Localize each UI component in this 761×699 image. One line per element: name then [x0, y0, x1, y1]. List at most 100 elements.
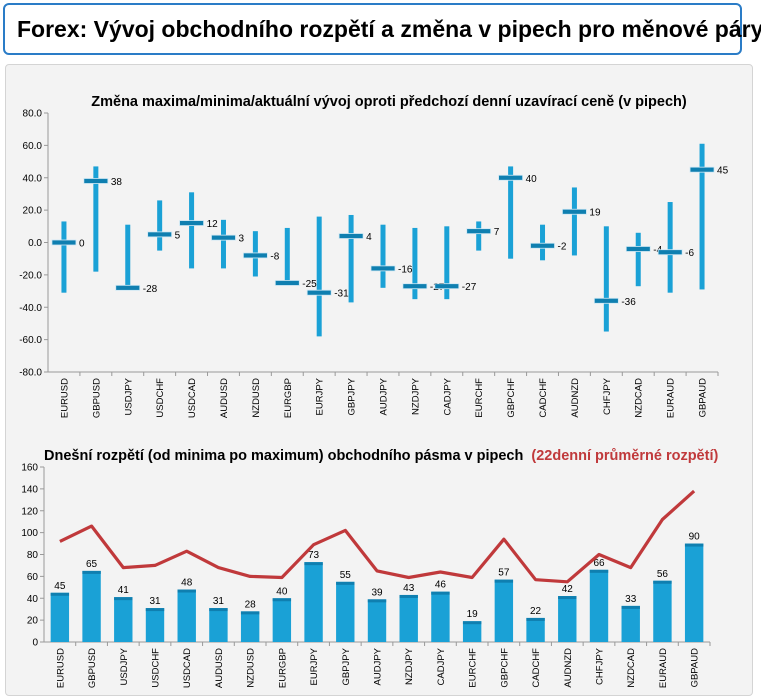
chart2-average-line [59, 489, 696, 584]
chart1-category-label: EURGBP [283, 378, 294, 418]
chart1-category-label: CADJPY [442, 377, 453, 415]
chart2-category-label: NZDUSD [246, 648, 257, 688]
chart1-range-bar [635, 232, 641, 287]
chart1-data-label: 40 [526, 174, 538, 185]
chart1-category-label: CADCHF [538, 378, 549, 418]
chart2-bar-top [589, 569, 609, 573]
chart2-category-label: AUDJPY [373, 647, 384, 685]
chart1-current-marker [147, 231, 173, 238]
chart1-current-marker [242, 252, 268, 259]
chart2-data-label: 55 [340, 570, 352, 581]
chart1-range-bar [476, 221, 482, 251]
chart1-range: 80.0 60.0 40.0 20.0 0.0 -20.0 -40.0 -60.0 -80.0 0… [19, 109, 728, 419]
chart2-y-tick-label: 20 [27, 616, 39, 627]
chart2-range-bars: 160 140 120 100 80 60 40 20 0 45 EURUSD 65 GBPUSD 41 U… [21, 463, 711, 688]
chart1-title: Změna maxima/minima/aktuální vývoj oprot… [91, 94, 687, 110]
chart2-category-label: CADCHF [531, 648, 542, 688]
chart1-range-bar [508, 166, 514, 259]
chart2-category-label: GBPCHF [499, 648, 510, 688]
chart1-current-marker [466, 228, 492, 235]
chart2-bar [82, 570, 101, 642]
chart2-category-label: EURUSD [55, 648, 66, 688]
chart1-category-label: EURCHF [474, 378, 485, 418]
chart2-bar-top [431, 591, 450, 595]
chart2-bar-top [50, 592, 70, 596]
chart1-category-label: CHFJPY [602, 377, 613, 415]
chart2-data-label: 22 [530, 606, 542, 617]
chart2-bar [684, 543, 704, 642]
chart1-range-bar [125, 224, 131, 290]
chart1-y-tick-label: -20.0 [19, 270, 42, 281]
chart1-range-bar [412, 227, 418, 300]
chart2-title: Dnešní rozpětí (od minima po maximum) ob… [44, 448, 718, 464]
chart2-bar-top [653, 580, 672, 584]
chart2-category-label: GBPJPY [341, 647, 352, 685]
chart2-bar-top [82, 570, 101, 574]
chart2-bar [431, 591, 450, 642]
chart2-bar [272, 598, 292, 642]
chart2-bar [145, 608, 165, 642]
chart2-bar-top [145, 608, 165, 612]
chart1-current-marker [434, 283, 460, 290]
chart2-bar [399, 594, 418, 642]
chart2-category-label: USDCAD [182, 648, 193, 688]
chart1-y-tick-label: -80.0 [19, 368, 42, 379]
chart2-bar-top [177, 589, 196, 593]
chart1-current-marker [689, 166, 715, 173]
chart1-category-label: GBPCHF [506, 378, 517, 418]
chart2-title-main: Dnešní rozpětí (od minima po maximum) ob… [44, 448, 523, 464]
chart1-range-bar [603, 226, 609, 332]
chart1-current-marker [115, 284, 141, 291]
chart1-current-marker [593, 297, 619, 304]
chart2-data-label: 41 [118, 585, 130, 596]
chart1-data-label: 38 [111, 177, 123, 188]
chart1-range-bar [93, 166, 99, 272]
chart2-category-label: AUDUSD [214, 648, 225, 688]
chart2-bar [114, 597, 133, 642]
chart2-data-label: 56 [657, 569, 669, 580]
page-title: Forex: Vývoj obchodního rozpětí a změna … [17, 16, 761, 42]
chart2-y-tick-label: 140 [21, 484, 38, 495]
chart2-bar-top [336, 581, 355, 585]
chart2-bar [50, 592, 70, 642]
chart2-y-tick-label: 40 [27, 594, 39, 605]
chart2-y-tick-label: 60 [27, 572, 39, 583]
chart1-category-label: USDCHF [155, 378, 166, 418]
chart2-y-tick-label: 80 [27, 550, 39, 561]
chart1-y-tick-label: 60.0 [23, 141, 43, 152]
chart1-data-label: -16 [398, 264, 413, 275]
chart1-category-label: EURAUD [666, 378, 677, 418]
chart2-data-label: 42 [562, 584, 574, 595]
chart1-data-label: 45 [717, 166, 729, 177]
chart2-data-label: 19 [467, 609, 479, 620]
chart2-bar-top [304, 562, 323, 566]
chart1-current-marker [498, 174, 524, 181]
chart2-data-label: 31 [213, 596, 225, 607]
chart2-bar-top [558, 596, 577, 600]
chart1-range-bar [189, 192, 195, 269]
chart1-data-label: 19 [589, 208, 601, 219]
chart2-category-label: USDJPY [119, 647, 130, 685]
chart2-data-label: 39 [371, 587, 383, 598]
chart2-bar [621, 605, 640, 642]
chart2-category-label: NZDJPY [404, 647, 415, 685]
chart2-y-tick-label: 100 [21, 528, 38, 539]
chart2-bar [240, 611, 260, 642]
chart2-category-label: EURJPY [309, 647, 320, 685]
chart1-current-marker [338, 233, 364, 239]
chart2-data-label: 48 [181, 578, 193, 589]
chart2-bar-top [367, 599, 387, 603]
chart2-y-tick-label: 160 [21, 463, 38, 474]
chart1-data-label: -6 [685, 248, 694, 259]
chart2-category-label: GBPUSD [87, 648, 98, 688]
chart1-range-bar [571, 187, 577, 256]
chart1-data-label: 5 [175, 230, 181, 241]
chart2-bar [177, 589, 196, 642]
chart2-bar-top [240, 611, 260, 615]
chart2-bar [209, 608, 228, 642]
chart1-current-marker [530, 242, 555, 249]
chart1-data-label: 4 [366, 232, 372, 243]
chart1-category-label: EURJPY [315, 377, 326, 415]
charts-panel [5, 64, 753, 696]
